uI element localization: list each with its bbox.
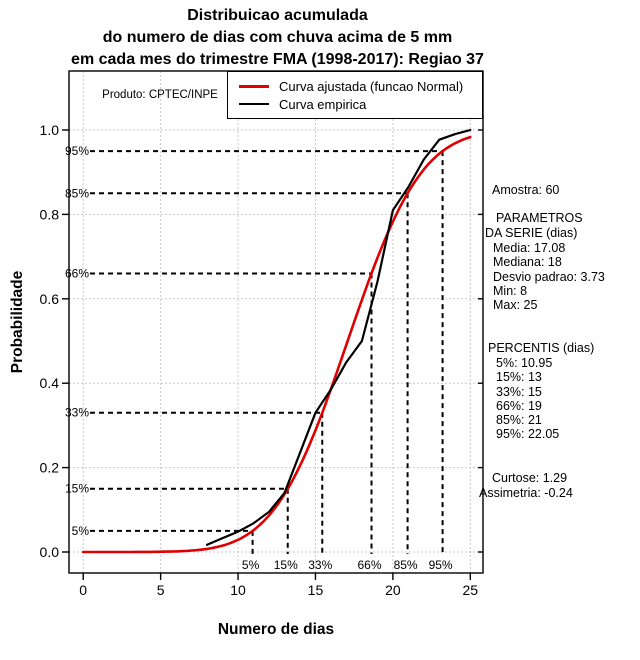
stat-da-serie: DA SERIE (dias) [485, 226, 578, 240]
percentile-ylabel: 15% [65, 482, 89, 496]
stat-curtose: Curtose: 1.29 [492, 471, 568, 485]
legend-item-empirical: Curva empirica [239, 97, 482, 112]
x-tick-label: 25 [463, 582, 479, 598]
chart-title-line-1: Distribuicao acumulada [187, 7, 368, 24]
y-tick-label: 0.8 [40, 206, 60, 222]
stat-percentil-85: 85%: 21 [496, 413, 542, 427]
legend-item-fitted: Curva ajustada (funcao Normal) [239, 79, 482, 94]
x-tick-label: 0 [79, 582, 87, 598]
y-tick-label: 0.2 [40, 460, 60, 476]
stat-amostra: Amostra: 60 [492, 183, 560, 197]
stat-percentil-33: 33%: 15 [496, 385, 542, 399]
percentile-ylabel: 85% [65, 186, 89, 200]
chart-title: Distribuicao acumulada do numero de dias… [0, 5, 555, 71]
stat-percentil-66: 66%: 19 [496, 399, 542, 413]
percentile-xlabel: 66% [357, 558, 381, 572]
stat-media: Media: 17.08 [493, 241, 566, 255]
percentile-ylabel: 95% [65, 144, 89, 158]
y-tick-label: 1.0 [40, 122, 60, 138]
chart-title-line-3: em cada mes do trimestre FMA (1998-2017)… [71, 51, 484, 68]
percentile-guides-layer: 5% 5% 15% 15% 33% 33% 66% 66% 85% 85% 95% 95% [65, 144, 453, 572]
stat-parametros-title: PARAMETROS [496, 211, 583, 225]
stat-percentil-95: 95%: 22.05 [496, 427, 560, 441]
plot-border [68, 70, 484, 574]
stat-percentil-5: 5%: 10.95 [496, 356, 553, 370]
percentile-xlabel: 33% [308, 558, 332, 572]
stat-min: Min: 8 [493, 284, 528, 298]
x-axis-label: Numero de dias [217, 621, 335, 638]
x-tick-label: 10 [230, 582, 246, 598]
legend-label-empirical: Curva empirica [279, 96, 367, 112]
legend-label-fitted: Curva ajustada (funcao Normal) [279, 78, 464, 94]
legend: Curva ajustada (funcao Normal) Curva emp… [227, 71, 483, 119]
chart-title-line-2: do numero de dias com chuva acima de 5 m… [102, 29, 453, 46]
empirical-curve [206, 128, 472, 546]
axis-ticks-layer: 0 5 10 15 20 25 0.0 0.2 0.4 0.6 0.8 1.0 [40, 122, 483, 598]
fitted-curve-swatch-icon [239, 84, 269, 88]
percentile-xlabel: 95% [429, 558, 453, 572]
grid-layer [69, 71, 483, 573]
stat-mediana: Mediana: 18 [493, 255, 562, 269]
fitted-normal-curve [81, 135, 472, 554]
x-tick-label: 20 [385, 582, 401, 598]
percentile-xlabel: 15% [274, 558, 298, 572]
percentile-ylabel: 33% [65, 406, 89, 420]
percentile-ylabel: 66% [65, 266, 89, 280]
y-tick-label: 0.0 [40, 544, 60, 560]
y-tick-label: 0.6 [40, 291, 60, 307]
y-tick-label: 0.4 [40, 375, 60, 391]
percentile-ylabel: 5% [72, 524, 90, 538]
stat-percentis-title: PERCENTIS (dias) [488, 341, 595, 355]
percentile-xlabel: 5% [242, 558, 260, 572]
percentile-xlabel: 85% [394, 558, 418, 572]
stat-max: Max: 25 [493, 298, 538, 312]
empirical-curve-swatch-icon [239, 102, 269, 106]
stat-assimetria: Assimetria: -0.24 [479, 486, 573, 500]
stat-percentil-15: 15%: 13 [496, 370, 542, 384]
x-tick-label: 5 [157, 582, 165, 598]
x-tick-label: 15 [308, 582, 324, 598]
source-label: Produto: CPTEC/INPE [102, 89, 218, 101]
stat-desvio-padrao: Desvio padrao: 3.73 [493, 270, 605, 284]
